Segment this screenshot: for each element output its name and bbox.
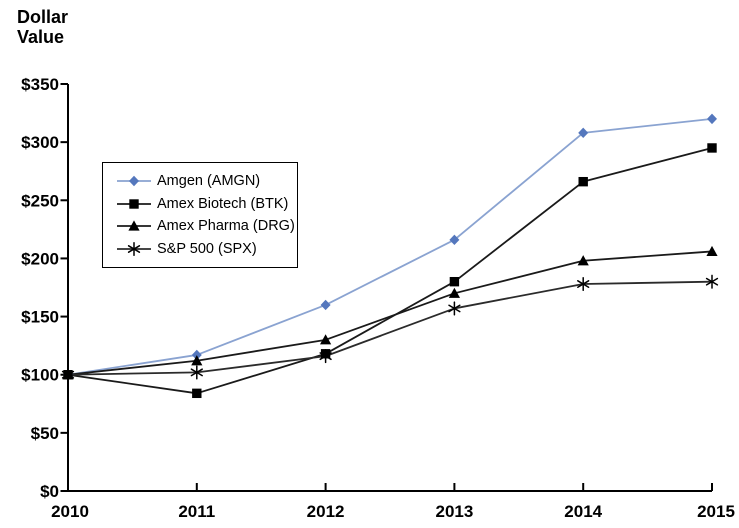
series-amex-biotech-btk bbox=[67, 147, 713, 395]
legend-item-label: Amex Pharma (DRG) bbox=[157, 218, 295, 235]
triangle-marker-icon bbox=[320, 334, 332, 345]
series-amgen-amgn bbox=[67, 117, 713, 376]
series-amex-pharma-drg bbox=[67, 250, 713, 376]
triangle-marker-icon bbox=[128, 220, 140, 231]
legend-item: S&P 500 (SPX) bbox=[116, 241, 297, 257]
square-marker-icon bbox=[449, 276, 460, 287]
square-marker-icon bbox=[129, 198, 139, 209]
legend-item: Amex Biotech (BTK) bbox=[116, 196, 297, 212]
x-tick-label: 2012 bbox=[307, 502, 345, 521]
axes: $0 $50 $100 $150 $200 $250 $300 $350 2010 2011 201… bbox=[21, 75, 735, 521]
y-tick-label: $50 bbox=[31, 424, 59, 443]
asterisk-marker-icon bbox=[577, 276, 590, 292]
asterisk-marker-icon bbox=[61, 367, 75, 382]
asterisk-marker-icon bbox=[127, 242, 141, 257]
asterisk-marker-icon bbox=[448, 301, 461, 316]
diamond-marker-icon bbox=[578, 127, 589, 139]
asterisk-marker-icon bbox=[190, 365, 203, 380]
x-tick-label: 2014 bbox=[564, 502, 602, 521]
triangle-marker-icon bbox=[448, 287, 460, 298]
x-tick-label: 2015 bbox=[697, 502, 735, 521]
square-marker-icon bbox=[707, 143, 717, 153]
y-axis-title-line1: Dollar bbox=[17, 7, 69, 27]
square-marker-icon bbox=[192, 388, 202, 399]
legend-marker-asterisk-icon bbox=[117, 242, 151, 257]
diamond-marker-icon bbox=[320, 299, 331, 311]
legend-marker-square-icon bbox=[117, 198, 151, 209]
asterisk-marker-icon bbox=[705, 274, 719, 289]
legend-item: Amex Pharma (DRG) bbox=[116, 218, 297, 234]
legend-item: Amgen (AMGN) bbox=[116, 173, 297, 189]
legend: Amgen (AMGN) Amex Biotech (BTK) Amex Pharm… bbox=[102, 162, 298, 268]
x-tick-label: 2010 bbox=[51, 502, 89, 521]
y-tick-label: $200 bbox=[21, 249, 59, 268]
diamond-marker-icon bbox=[191, 349, 202, 361]
y-tick-label: $0 bbox=[40, 482, 59, 501]
y-tick-label: $350 bbox=[21, 75, 59, 94]
square-marker-icon bbox=[578, 176, 588, 187]
diamond-marker-icon bbox=[129, 175, 139, 186]
y-tick-label: $150 bbox=[21, 308, 59, 327]
x-tick-label: 2013 bbox=[435, 502, 473, 521]
legend-marker-diamond-icon bbox=[117, 175, 151, 186]
legend-item-label: Amex Biotech (BTK) bbox=[157, 195, 289, 212]
series-markers bbox=[61, 274, 719, 382]
diamond-marker-icon bbox=[707, 113, 717, 125]
y-tick-label: $300 bbox=[21, 133, 59, 152]
triangle-marker-icon bbox=[706, 245, 718, 257]
diamond-marker-icon bbox=[449, 234, 460, 246]
y-tick-label: $100 bbox=[21, 366, 59, 385]
y-tick-label: $250 bbox=[21, 191, 59, 210]
y-axis-title: Dollar Value bbox=[17, 7, 68, 47]
y-axis-title-line2: Value bbox=[17, 27, 65, 47]
asterisk-marker-icon bbox=[319, 349, 332, 364]
series-s-p-500-spx bbox=[67, 280, 713, 376]
series-line bbox=[67, 117, 713, 376]
series-line bbox=[67, 280, 713, 376]
x-tick-label: 2011 bbox=[178, 502, 215, 521]
legend-item-label: Amgen (AMGN) bbox=[157, 172, 261, 189]
legend-marker-triangle-icon bbox=[117, 220, 151, 231]
legend-item-label: S&P 500 (SPX) bbox=[157, 241, 257, 258]
series-line bbox=[67, 147, 713, 395]
triangle-marker-icon bbox=[577, 255, 589, 266]
series-line bbox=[67, 250, 713, 376]
triangle-marker-icon bbox=[191, 355, 203, 366]
